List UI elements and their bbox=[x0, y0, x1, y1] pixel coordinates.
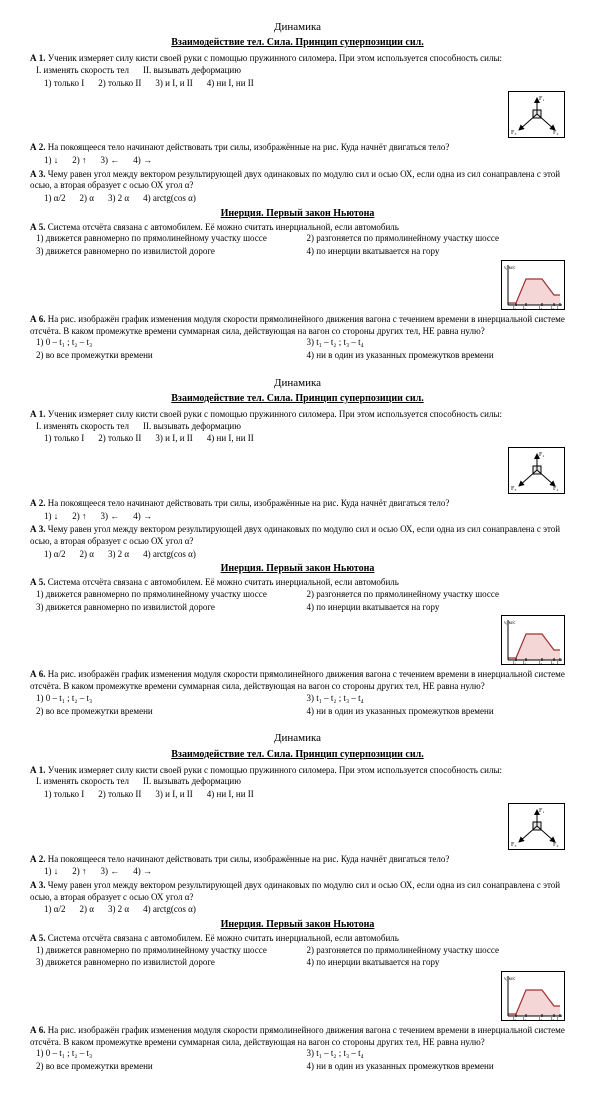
q1-sub1: I. изменять скорость тел bbox=[36, 776, 129, 788]
title-inner: Инерция. Первый закон Ньютона bbox=[30, 207, 565, 220]
force-diagram: F₁ F₂ F₃ bbox=[508, 447, 565, 494]
svg-text:t₁: t₁ bbox=[513, 306, 516, 309]
svg-text:F₃: F₃ bbox=[511, 842, 516, 848]
svg-text:v, м/с: v, м/с bbox=[504, 266, 516, 271]
svg-text:t₁: t₁ bbox=[513, 1017, 516, 1020]
q2-options: 1) ↓2) ↑3) ←4) → bbox=[44, 511, 565, 523]
q6-options: 1) 0 – t₁ ; t₂ – t₃3) t₁ – t₂ ; t₃ – t₄ … bbox=[36, 1048, 565, 1072]
question-a6: А 6. На рис. изображён график изменения … bbox=[30, 1025, 565, 1073]
question-a5: А 5. Система отсчёта связана с автомобил… bbox=[30, 577, 565, 613]
title-sub: Взаимодействие тел. Сила. Принцип суперп… bbox=[30, 748, 565, 761]
svg-text:t₂: t₂ bbox=[523, 1017, 526, 1020]
q1-options: 1) только I2) только II3) и I, и II4) ни… bbox=[44, 789, 565, 801]
svg-text:F₁: F₁ bbox=[539, 808, 544, 814]
question-a2: А 2. На покоящееся тело начинают действо… bbox=[30, 498, 565, 522]
question-a3: А 3. Чему равен угол между вектором резу… bbox=[30, 524, 565, 560]
q5-options: 1) движется равномерно по прямолинейному… bbox=[36, 233, 565, 257]
q1-sub1: I. изменять скорость тел bbox=[36, 65, 129, 77]
q1-options: 1) только I2) только II3) и I, и II4) ни… bbox=[44, 433, 565, 445]
q1-sub2: II. вызывать деформацию bbox=[143, 65, 241, 77]
svg-text:t₄: t₄ bbox=[551, 1017, 554, 1020]
q2-options: 1) ↓2) ↑3) ←4) → bbox=[44, 155, 565, 167]
q3-options: 1) α/22) α3) 2 α4) arctg(cos α) bbox=[44, 549, 565, 561]
svg-text:t₂: t₂ bbox=[523, 661, 526, 664]
svg-text:v, м/с: v, м/с bbox=[504, 977, 516, 982]
svg-text:F₂: F₂ bbox=[553, 486, 558, 492]
q5-options: 1) движется равномерно по прямолинейному… bbox=[36, 589, 565, 613]
svg-text:F₂: F₂ bbox=[553, 842, 558, 848]
question-a1: А 1. Ученик измеряет силу кисти своей ру… bbox=[30, 53, 565, 89]
svg-text:t₃: t₃ bbox=[539, 1017, 542, 1020]
question-a6: А 6. На рис. изображён график изменения … bbox=[30, 314, 565, 362]
q5-options: 1) движется равномерно по прямолинейному… bbox=[36, 945, 565, 969]
q3-options: 1) α/22) α3) 2 α4) arctg(cos α) bbox=[44, 904, 565, 916]
svg-text:t₁: t₁ bbox=[513, 661, 516, 664]
velocity-graph: v, м/с t₁ t₂ t₃ t₄ t bbox=[501, 971, 565, 1021]
velocity-graph: v, м/с t₁ t₂ t₃ t₄ t bbox=[501, 260, 565, 310]
svg-text:t₃: t₃ bbox=[539, 661, 542, 664]
title-inner: Инерция. Первый закон Ньютона bbox=[30, 918, 565, 931]
svg-text:t: t bbox=[557, 661, 559, 664]
question-a5: А 5. Система отсчёта связана с автомобил… bbox=[30, 222, 565, 258]
worksheet-block: Динамика Взаимодействие тел. Сила. Принц… bbox=[30, 376, 565, 720]
svg-text:t: t bbox=[557, 306, 559, 309]
question-a1: А 1. Ученик измеряет силу кисти своей ру… bbox=[30, 409, 565, 445]
force-diagram: F₁ F₂ F₃ bbox=[508, 803, 565, 850]
svg-text:F₁: F₁ bbox=[539, 96, 544, 102]
svg-text:t₄: t₄ bbox=[551, 306, 554, 309]
worksheet-block: Динамика Взаимодействие тел. Сила. Принц… bbox=[30, 20, 565, 364]
question-a1: А 1. Ученик измеряет силу кисти своей ру… bbox=[30, 765, 565, 801]
title-main: Динамика bbox=[30, 376, 565, 390]
worksheet-block: Динамика Взаимодействие тел. Сила. Принц… bbox=[30, 731, 565, 1075]
q2-options: 1) ↓2) ↑3) ←4) → bbox=[44, 866, 565, 878]
q6-options: 1) 0 – t₁ ; t₂ – t₃3) t₁ – t₂ ; t₃ – t₄ … bbox=[36, 337, 565, 361]
q1-options: 1) только I2) только II3) и I, и II4) ни… bbox=[44, 78, 565, 90]
q6-options: 1) 0 – t₁ ; t₂ – t₃3) t₁ – t₂ ; t₃ – t₄ … bbox=[36, 693, 565, 717]
question-a3: А 3. Чему равен угол между вектором резу… bbox=[30, 169, 565, 205]
title-sub: Взаимодействие тел. Сила. Принцип суперп… bbox=[30, 392, 565, 405]
title-sub: Взаимодействие тел. Сила. Принцип суперп… bbox=[30, 36, 565, 49]
force-diagram: F₁ F₂ F₃ bbox=[508, 91, 565, 138]
svg-text:F₃: F₃ bbox=[511, 486, 516, 492]
q3-options: 1) α/22) α3) 2 α4) arctg(cos α) bbox=[44, 193, 565, 205]
svg-text:t: t bbox=[557, 1017, 559, 1020]
svg-text:t₂: t₂ bbox=[523, 306, 526, 309]
title-inner: Инерция. Первый закон Ньютона bbox=[30, 562, 565, 575]
q1-sub2: II. вызывать деформацию bbox=[143, 776, 241, 788]
svg-text:F₂: F₂ bbox=[553, 130, 558, 136]
question-a3: А 3. Чему равен угол между вектором резу… bbox=[30, 880, 565, 916]
question-a2: А 2. На покоящееся тело начинают действо… bbox=[30, 854, 565, 878]
question-a5: А 5. Система отсчёта связана с автомобил… bbox=[30, 933, 565, 969]
svg-text:F₁: F₁ bbox=[539, 452, 544, 458]
svg-text:t₄: t₄ bbox=[551, 661, 554, 664]
svg-text:t₃: t₃ bbox=[539, 306, 542, 309]
title-main: Динамика bbox=[30, 20, 565, 34]
svg-text:v, м/с: v, м/с bbox=[504, 621, 516, 626]
velocity-graph: v, м/с t₁ t₂ t₃ t₄ t bbox=[501, 615, 565, 665]
question-a6: А 6. На рис. изображён график изменения … bbox=[30, 669, 565, 717]
q1-sub1: I. изменять скорость тел bbox=[36, 421, 129, 433]
svg-text:F₃: F₃ bbox=[511, 130, 516, 136]
title-main: Динамика bbox=[30, 731, 565, 745]
question-a2: А 2. На покоящееся тело начинают действо… bbox=[30, 142, 565, 166]
q1-sub2: II. вызывать деформацию bbox=[143, 421, 241, 433]
